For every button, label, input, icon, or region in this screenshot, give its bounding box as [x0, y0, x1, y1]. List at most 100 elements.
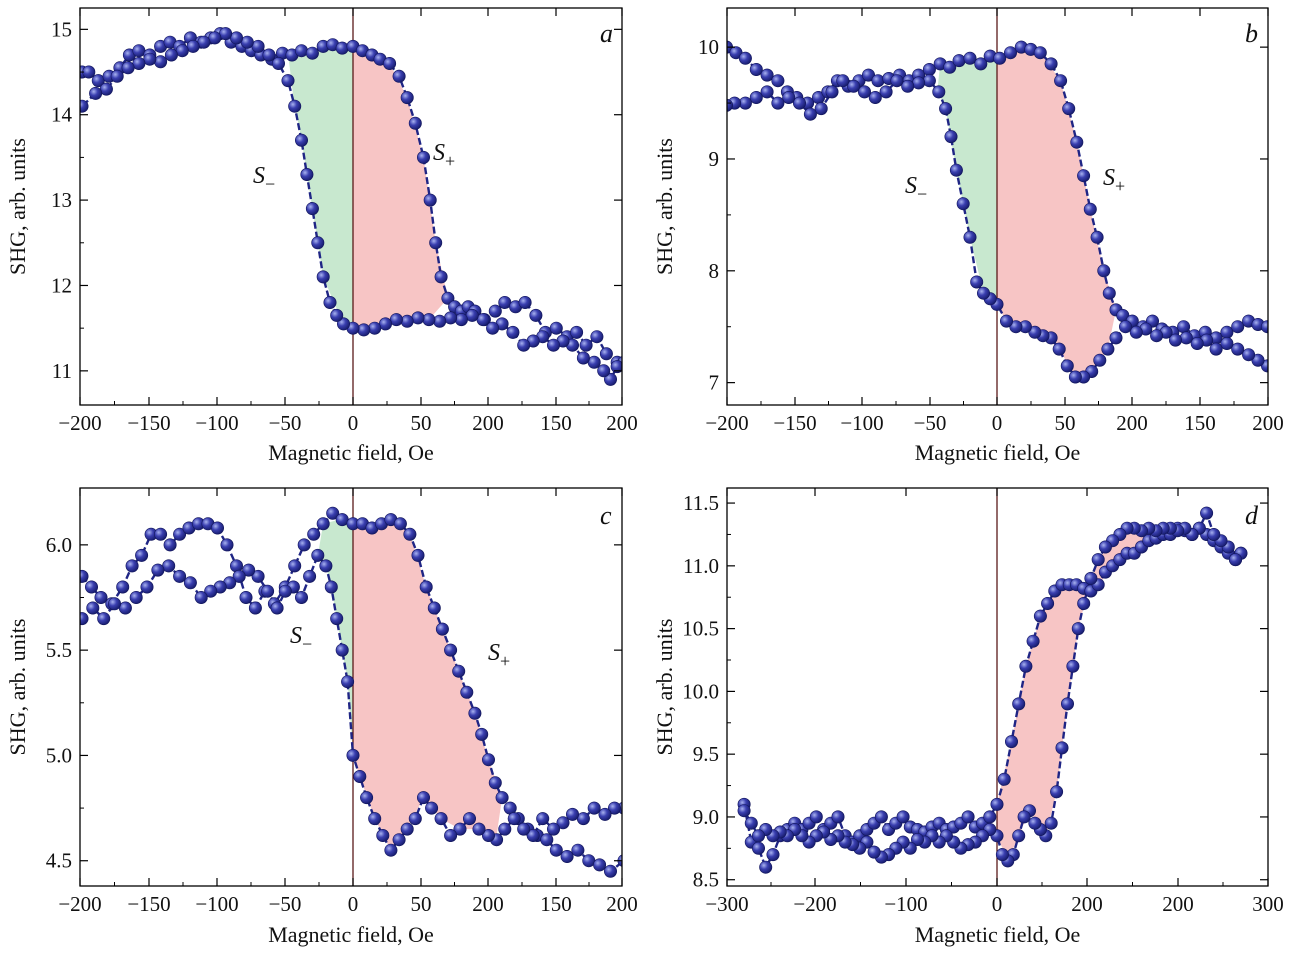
data-point: [151, 563, 165, 577]
x-tick-label: 200: [1116, 411, 1148, 435]
data-point: [1090, 230, 1104, 244]
x-tick-label: 200: [1071, 892, 1103, 916]
data-point: [976, 286, 990, 300]
data-point: [1077, 596, 1091, 610]
data-point: [336, 317, 350, 331]
data-point: [974, 57, 988, 71]
data-point: [565, 807, 579, 821]
data-point: [444, 311, 458, 325]
data-point: [194, 590, 208, 604]
data-point: [242, 563, 256, 577]
data-point: [1179, 331, 1193, 345]
data-point: [983, 810, 997, 824]
data-point: [518, 295, 532, 309]
data-point: [154, 527, 168, 541]
data-point: [163, 538, 177, 552]
data-point: [751, 829, 765, 843]
x-tick-label: 50: [1055, 411, 1076, 435]
data-point: [80, 99, 89, 113]
data-point: [610, 360, 622, 374]
data-point: [434, 270, 448, 284]
data-point: [452, 664, 466, 678]
data-point: [1019, 659, 1033, 673]
data-point: [454, 313, 468, 327]
x-tick-label: −100: [195, 411, 238, 435]
data-point: [116, 580, 130, 594]
data-point: [173, 527, 187, 541]
data-point: [400, 314, 414, 328]
data-point: [248, 601, 262, 615]
data-point: [132, 44, 146, 58]
data-point: [1004, 735, 1018, 749]
data-point: [506, 325, 520, 339]
data-point: [408, 812, 422, 826]
data-point: [1077, 169, 1091, 183]
data-point: [416, 150, 430, 164]
panel-label: a: [600, 19, 613, 48]
data-point: [498, 822, 512, 836]
data-point: [444, 643, 458, 657]
data-point: [323, 295, 337, 309]
y-tick-label: 9.0: [693, 805, 719, 829]
data-point: [85, 580, 99, 594]
data-point: [579, 338, 593, 352]
data-point: [1129, 325, 1143, 339]
data-point: [507, 812, 521, 826]
data-point: [890, 74, 904, 88]
data-point: [173, 569, 187, 583]
x-tick-label: −100: [884, 892, 927, 916]
x-tick-label: −200: [58, 411, 101, 435]
data-point: [803, 107, 817, 121]
data-point: [429, 236, 443, 250]
data-point: [782, 91, 796, 105]
data-point: [1061, 697, 1075, 711]
data-point: [603, 372, 617, 386]
panel-label: b: [1245, 19, 1258, 48]
x-axis-label: Magnetic field, Oe: [268, 922, 434, 947]
y-axis-label: SHG, arb. units: [652, 619, 677, 756]
y-tick-label: 11.0: [683, 554, 719, 578]
data-point: [749, 62, 763, 76]
data-point: [1093, 353, 1107, 367]
data-point: [288, 99, 302, 113]
data-point: [376, 828, 390, 842]
panel-c: −200 −150 −100 −50 0 50 200 150 200 4.5 5.0 5.5 6.0 M…: [5, 487, 638, 947]
data-point: [481, 753, 495, 767]
data-point: [316, 517, 330, 531]
data-point: [1033, 46, 1047, 60]
data-point: [1169, 333, 1183, 347]
data-point: [738, 51, 752, 65]
shaded-region-1: [937, 58, 997, 305]
data-point: [135, 548, 149, 562]
x-tick-label: 300: [1252, 892, 1284, 916]
data-point: [468, 706, 482, 720]
data-point: [305, 46, 319, 60]
data-point: [593, 858, 607, 872]
data-point: [300, 168, 314, 182]
x-tick-label: 150: [540, 411, 572, 435]
x-tick-label: 0: [348, 411, 359, 435]
data-point: [488, 776, 502, 790]
x-tick-label: −200: [705, 411, 748, 435]
data-point: [529, 308, 543, 322]
x-tick-label: −150: [127, 892, 170, 916]
data-point: [1012, 829, 1026, 843]
x-tick-label: −200: [793, 892, 836, 916]
data-point: [220, 538, 234, 552]
x-tick-label: −100: [195, 892, 238, 916]
data-point: [963, 51, 977, 65]
data-point: [121, 61, 135, 75]
shaded-regions: [288, 48, 448, 330]
data-point: [262, 48, 276, 62]
data-point: [901, 79, 915, 93]
y-tick-label: 8: [709, 259, 720, 283]
shaded-region-2: [353, 519, 503, 851]
series-group: [80, 506, 622, 878]
data-point: [330, 308, 344, 322]
data-point: [462, 812, 476, 826]
data-point: [1033, 609, 1047, 623]
x-tick-label: 150: [1184, 411, 1216, 435]
data-point: [879, 85, 893, 99]
data-point: [125, 559, 139, 573]
